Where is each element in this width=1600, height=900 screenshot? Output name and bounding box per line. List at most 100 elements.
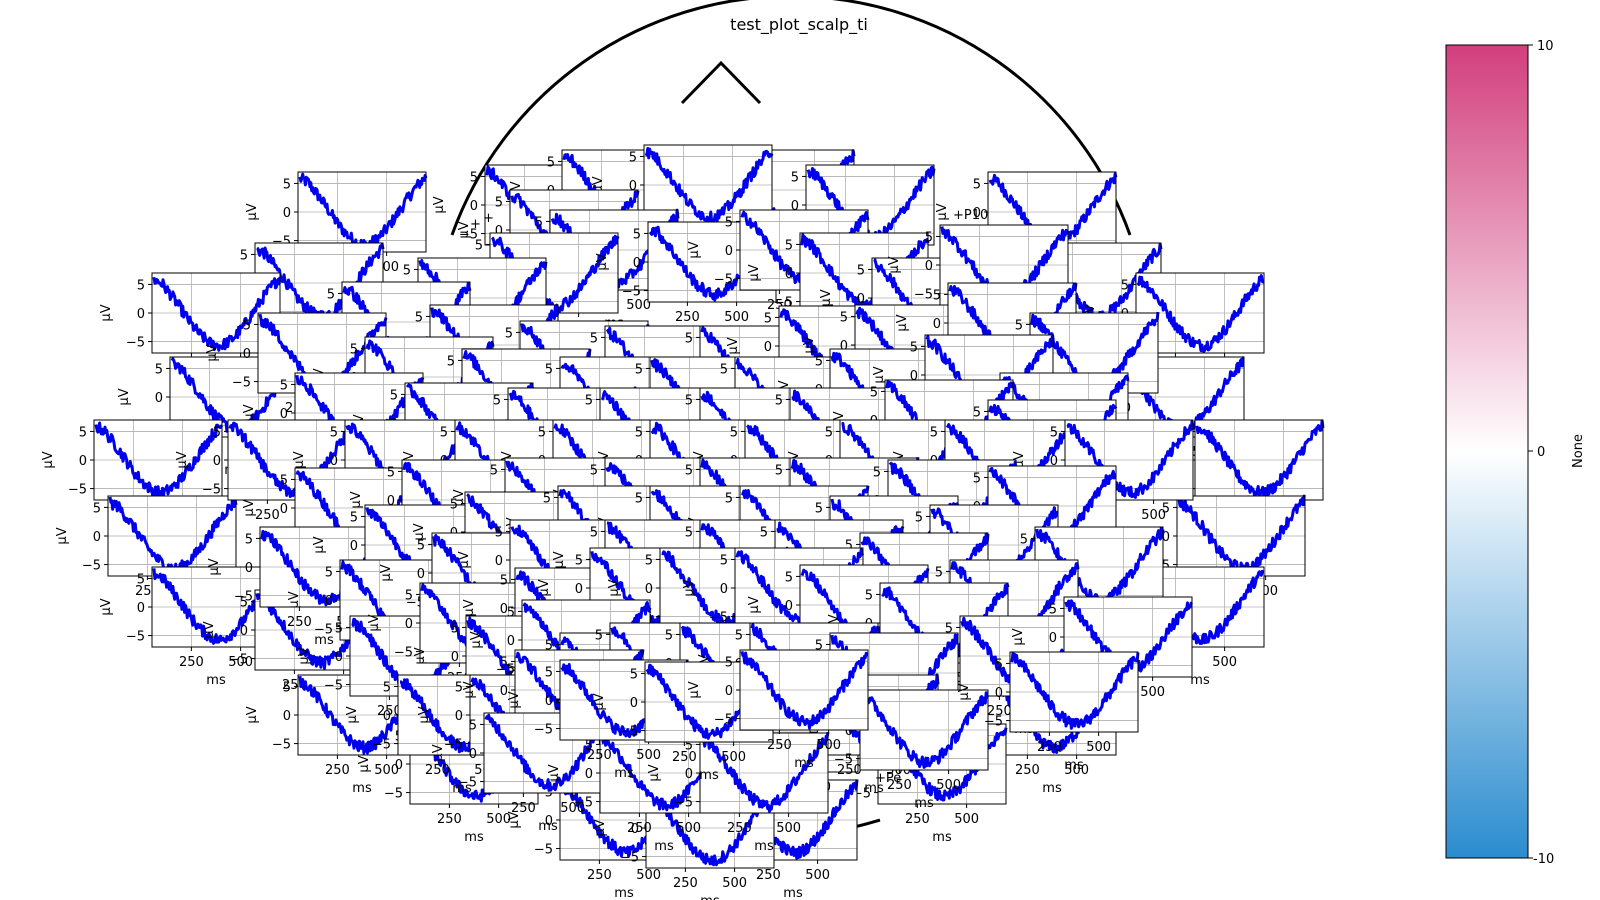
y-tick-label: 0 [507,634,515,649]
y-tick-label: 0 [395,758,403,773]
y-tick-label: 0 [785,599,793,614]
x-axis-label: ms [352,781,372,796]
x-axis-label: ms [932,830,952,845]
y-tick-label: −5 [314,623,333,638]
y-axis-label: µV [432,196,447,213]
x-tick-label: 250 [587,868,612,883]
y-tick-label: 5 [665,628,673,643]
y-axis-label: µV [935,203,950,220]
waveform-line [1066,419,1194,499]
y-tick-label: 5 [590,525,598,540]
x-axis-label: ms [538,819,558,834]
y-tick-label: 0 [925,259,933,274]
y-tick-label: 0 [455,709,463,724]
y-tick-label: 0 [1050,454,1058,469]
y-tick-label: 0 [417,567,425,582]
x-axis-label: ms [1042,781,1062,796]
y-tick-label: 0 [495,224,503,239]
waveform-line [1010,652,1140,730]
y-tick-label: 5 [925,230,933,245]
y-tick-label: 0 [629,179,637,194]
y-axis-label: µV [55,527,70,544]
y-tick-label: 5 [547,155,555,170]
y-axis-label: µV [552,551,567,568]
y-tick-label: 5 [240,248,248,263]
y-tick-label: 5 [505,326,513,341]
channel-subplots: −505µV250500ms−505µV250500ms−505µV250500… [41,144,1325,900]
colorbar: 10 0 -10 None [1445,39,1586,867]
partial-channel-labels: + + +P10 +Pe [470,208,988,786]
y-tick-label: −5 [534,723,553,738]
x-tick-label: 500 [1086,740,1111,755]
y-tick-label: 0 [405,617,413,632]
x-tick-label: 250 [675,310,700,325]
y-axis-label: µV [469,631,484,648]
y-axis-label: µV [802,336,817,353]
y-axis-label: µV [202,621,217,638]
y-tick-label: 5 [785,570,793,585]
y-tick-label: 0 [575,582,583,597]
y-tick-label: 5 [495,525,503,540]
y-tick-label: 5 [725,215,733,230]
y-tick-label: 5 [137,278,145,293]
y-tick-label: 5 [720,362,728,377]
x-tick-label: 500 [560,801,585,816]
y-tick-label: 0 [469,747,477,762]
colorbar-tick-label-mid: 0 [1537,445,1545,460]
waveform-line [228,420,357,500]
y-tick-label: 0 [137,601,145,616]
y-tick-label: 0 [283,206,291,221]
y-tick-label: 5 [785,238,793,253]
y-tick-label: 5 [440,425,448,440]
y-tick-label: 5 [973,471,981,486]
y-tick-label: 5 [760,525,768,540]
y-tick-label: 0 [240,624,248,639]
x-axis-label: ms [464,830,484,845]
y-tick-label: 5 [1015,318,1023,333]
x-axis-label: ms [452,781,472,796]
y-tick-label: −5 [234,590,253,605]
x-tick-label: 250 [767,738,792,753]
y-tick-label: 5 [685,331,693,346]
x-axis-label: ms [654,839,674,854]
y-tick-label: 0 [585,767,593,782]
y-axis-label: µV [547,764,562,781]
x-tick-label: 250 [987,704,1012,719]
nose [680,60,762,105]
y-tick-label: 5 [390,388,398,403]
x-tick-label: 500 [1141,508,1166,523]
y-tick-label: 5 [945,621,953,636]
x-tick-label: 500 [1212,655,1237,670]
y-tick-label: 0 [764,340,772,355]
y-tick-label: 5 [283,680,291,695]
y-tick-label: 0 [213,454,221,469]
y-axis-label: µV [687,241,702,258]
x-tick-label: 500 [954,812,979,827]
y-tick-label: 5 [507,605,515,620]
y-tick-label: −5 [82,559,101,574]
y-axis-label: µV [819,289,834,306]
y-tick-label: 0 [93,530,101,545]
x-axis-label: ms [783,886,803,900]
y-tick-label: 0 [857,292,865,307]
y-tick-label: 0 [685,767,693,782]
y-tick-label: 0 [500,602,508,617]
y-tick-label: 5 [815,354,823,369]
x-tick-label: 250 [325,763,350,778]
y-tick-label: 5 [93,501,101,516]
y-axis-label: µV [349,491,364,508]
x-tick-label: 250 [727,821,752,836]
y-tick-label: −5 [496,663,515,678]
y-tick-label: 5 [330,425,338,440]
x-tick-label: 500 [722,876,747,891]
y-tick-label: 5 [635,362,643,377]
y-tick-label: 5 [575,553,583,568]
y-tick-label: 0 [330,454,338,469]
y-tick-label: 5 [685,463,693,478]
y-tick-label: 5 [280,473,288,488]
x-tick-label: 250 [1037,740,1062,755]
y-tick-label: 5 [545,665,553,680]
y-tick-label: −5 [126,630,145,645]
